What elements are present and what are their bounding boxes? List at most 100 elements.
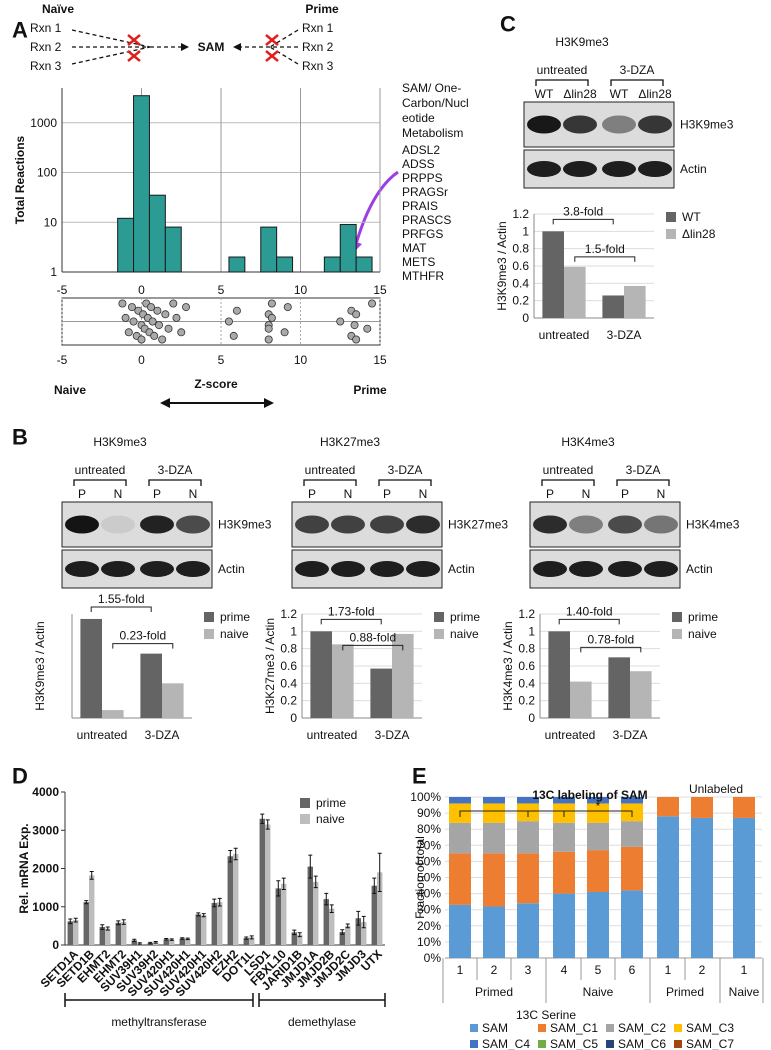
error-bar [244, 936, 249, 940]
bar [115, 922, 121, 945]
bar [89, 875, 95, 945]
bar [121, 922, 127, 945]
block-marks [127, 34, 279, 62]
y-tick-label: 1 [290, 624, 297, 638]
blot-band [370, 515, 404, 534]
y-tick-label: 0.6 [512, 259, 529, 273]
fold-bracket [112, 643, 174, 649]
panel-label: D [12, 764, 28, 789]
error-bar [196, 912, 201, 917]
y-tick-label: 80% [417, 822, 441, 836]
bar-segment [587, 850, 609, 892]
blot-band [638, 115, 672, 134]
y-tick-label: 0.4 [512, 276, 529, 290]
x-tick-label: untreated [539, 328, 590, 342]
strip-point [336, 317, 345, 326]
error-bar [228, 850, 233, 863]
error-bar [329, 904, 334, 913]
strip-point [158, 335, 167, 344]
panel-label: A [12, 18, 28, 43]
strip-point [229, 331, 238, 340]
y-tick-label: 0.6 [280, 659, 297, 673]
legend-swatch [300, 798, 310, 808]
blot-band [569, 561, 603, 577]
strip-point [169, 299, 178, 308]
error-bar [121, 919, 126, 925]
legend-label: prime [688, 610, 718, 624]
bar [249, 937, 255, 945]
strip-point [267, 313, 276, 322]
histogram-bar [260, 226, 278, 273]
error-bar [212, 898, 217, 908]
error-bar [276, 880, 281, 897]
schematic-title: Naïve [42, 2, 74, 16]
condition-bracket [616, 479, 670, 486]
bar-segment [483, 797, 505, 804]
y-axis-label: H3K4me3 / Actin [501, 621, 515, 710]
y-tick-label: 100% [410, 790, 441, 804]
x-tick-label: untreated [307, 728, 358, 742]
fold-annotation: 0.88-fold [349, 630, 396, 644]
bar-segment [449, 822, 471, 854]
legend-swatch [300, 814, 310, 824]
error-bar [292, 929, 297, 936]
error-bar [249, 935, 254, 940]
schematic-title: Prime [305, 2, 339, 16]
bar [275, 888, 281, 945]
error-bar [185, 937, 190, 941]
bar-segment [621, 846, 643, 891]
error-bar [132, 938, 137, 943]
bar [307, 866, 313, 945]
strip-point [182, 303, 191, 312]
bar-segment [691, 797, 713, 818]
gene-label: PRFGS [402, 227, 443, 241]
y-tick-label: 40% [417, 887, 441, 901]
error-bar [233, 847, 238, 861]
x-tick-label: 3-DZA [145, 728, 180, 742]
bar-segment [517, 853, 539, 904]
bar [345, 925, 351, 945]
y-axis-label: Rel. mRNA Exp. [17, 823, 31, 913]
error-bar [68, 918, 73, 925]
bar [243, 938, 249, 945]
lane-label: WT [535, 87, 554, 101]
legend-swatch [666, 212, 676, 222]
legend-swatch [434, 629, 444, 639]
group-label: methyltransferase [111, 1015, 207, 1029]
strip-point [352, 335, 361, 344]
x-tick-label: 6 [629, 963, 636, 977]
annotation-text: Carbon/Nucl [402, 96, 469, 110]
legend-label: SAM [482, 1021, 508, 1035]
fold-annotation: 1.5-fold [585, 242, 625, 256]
fold-bracket [320, 618, 382, 625]
blot-band [563, 115, 597, 134]
histogram-bar [323, 256, 341, 273]
strip-point [154, 321, 163, 330]
error-bar [84, 900, 89, 905]
bar-segment [587, 822, 609, 851]
blot-band [370, 561, 404, 577]
significance-mark: * [596, 799, 601, 813]
band-label: H3K4me3 [686, 518, 740, 532]
y-tick-label: 1.2 [518, 607, 535, 621]
bar [67, 921, 73, 945]
lane-label: Δlin28 [563, 87, 597, 101]
x-tick-label: 0 [138, 353, 145, 367]
bar [169, 939, 175, 945]
y-tick-label: 1 [528, 624, 535, 638]
x-tick-label: 15 [373, 353, 387, 367]
x-tick-label: 3 [525, 963, 532, 977]
legend-label: WT [682, 210, 701, 224]
error-bar [137, 942, 142, 945]
bar [323, 899, 329, 945]
y-tick-label: 1000 [30, 116, 57, 130]
condition-label: Unlabeled [689, 782, 743, 796]
group-label: Naive [583, 985, 614, 999]
bar-segment [621, 797, 643, 804]
bar [564, 266, 586, 318]
blot-band [563, 161, 597, 177]
y-tick-label: 60% [417, 854, 441, 868]
panel-title: H3K9me3 [93, 435, 147, 449]
lane-label: WT [610, 87, 629, 101]
y-axis-label: Total Reactions [13, 135, 27, 224]
